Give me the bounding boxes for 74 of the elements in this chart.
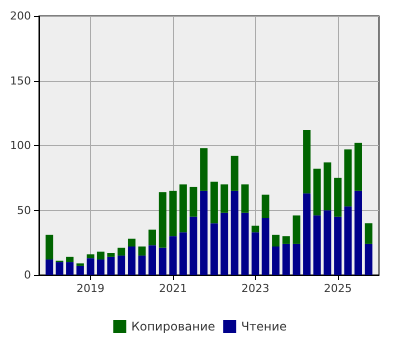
bar [96,259,104,275]
y-tick-label: 100 [10,139,31,152]
bar [220,212,228,275]
bar [210,182,218,224]
bar [46,259,54,275]
bar [128,238,136,247]
bar [118,248,126,256]
bar [169,190,177,236]
bar [262,194,270,218]
bar [230,156,238,191]
bar [241,184,249,213]
bar [128,246,136,275]
bar [158,248,166,275]
bar [138,256,146,275]
bar [292,244,300,275]
bar [86,254,94,258]
bar [179,232,187,275]
bar [334,216,342,275]
bar [252,232,260,275]
bar [118,256,126,275]
legend-label: Чтение [241,320,287,334]
bar [313,215,321,275]
bar [46,234,54,260]
bar [66,256,74,262]
bar [344,149,352,206]
bar [148,230,156,246]
bar [200,190,208,275]
bar [76,266,84,275]
bar [324,210,332,275]
legend-label: Копирование [131,320,216,334]
y-tick-label: 150 [10,74,31,88]
x-tick-label: 2025 [324,282,352,295]
bar [344,206,352,275]
bar [148,245,156,275]
y-tick-label: 0 [24,268,31,282]
bar [262,218,270,275]
bar [303,193,311,275]
bar [303,130,311,194]
bar [292,215,300,244]
bar [179,184,187,232]
x-tick-label: 2019 [76,282,105,295]
bar [138,246,146,256]
bar [76,263,84,266]
bar [66,262,74,275]
bar [334,178,342,217]
bar [190,186,198,217]
bar [107,252,115,257]
y-tick-label: 200 [10,10,31,22]
bar [158,192,166,248]
bar [220,184,228,213]
bar [107,256,115,275]
bar [364,223,372,244]
bar [252,226,260,232]
bar [282,244,290,275]
bar [241,212,249,275]
bar [354,190,362,275]
bar [282,236,290,244]
bar [190,216,198,275]
bar [200,148,208,191]
bar [96,252,104,260]
bar [169,236,177,275]
y-tick-label: 50 [17,204,31,217]
bar [56,262,64,275]
bar [272,234,280,247]
bar [324,162,332,210]
bar [230,190,238,275]
x-tick-label: 2021 [159,282,188,295]
bar [272,246,280,275]
x-tick-label: 2023 [241,282,270,295]
bar [354,142,362,191]
bar [210,223,218,275]
bar [364,244,372,275]
bar [86,258,94,275]
bar [313,168,321,216]
